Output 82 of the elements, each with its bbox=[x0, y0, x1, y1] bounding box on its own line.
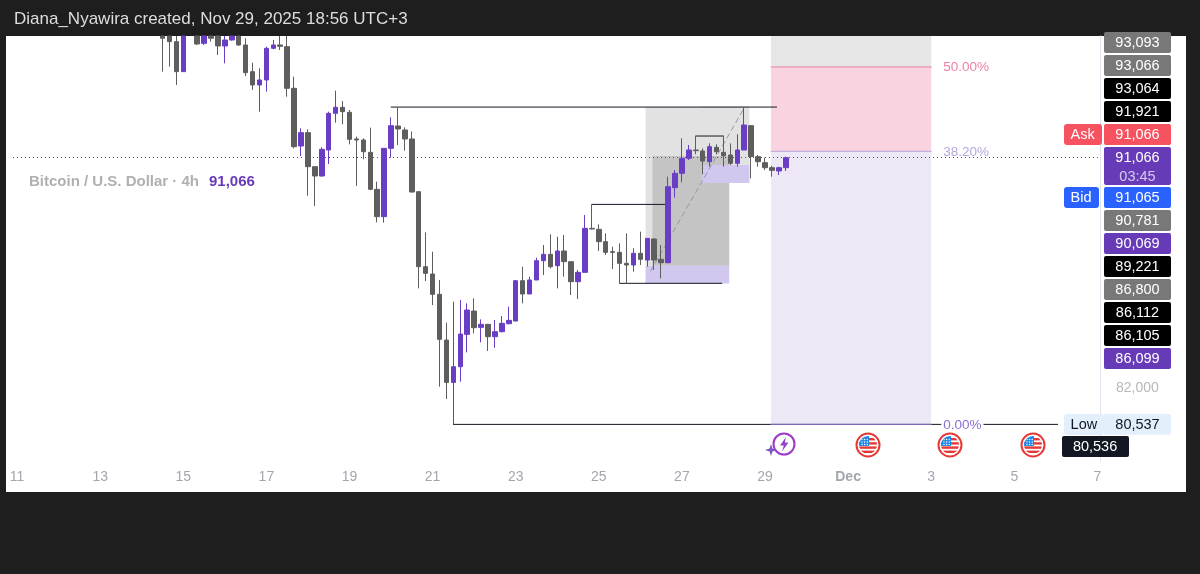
candlestick bbox=[333, 90, 338, 124]
data-label: 80,536 bbox=[1061, 435, 1129, 457]
candlestick bbox=[520, 266, 525, 304]
ref-line-label: 91,066 03:45 bbox=[1104, 147, 1171, 186]
candlestick bbox=[250, 62, 255, 91]
candlestick bbox=[555, 236, 560, 289]
candlestick bbox=[243, 37, 248, 77]
x-tick-label: 5 bbox=[1010, 468, 1019, 484]
candlestick bbox=[181, 35, 186, 73]
text: 86,105 bbox=[1104, 325, 1171, 347]
candlestick bbox=[541, 244, 546, 276]
candlestick bbox=[174, 35, 179, 86]
x-tick-label: 11 bbox=[9, 468, 25, 484]
candlestick bbox=[340, 100, 345, 125]
text: 90,069 bbox=[1104, 233, 1171, 255]
candlestick bbox=[527, 276, 532, 295]
candlestick bbox=[534, 257, 539, 281]
candlestick bbox=[271, 39, 276, 50]
candlestick bbox=[610, 246, 615, 270]
x-tick-label: 13 bbox=[92, 468, 109, 484]
candlestick bbox=[728, 142, 733, 166]
text: Diana_Nyawira created, Nov 29, 2025 18:56 UTC+3 bbox=[14, 9, 408, 29]
candlestick bbox=[347, 109, 352, 145]
candlestick bbox=[645, 237, 650, 268]
candlestick bbox=[167, 35, 172, 68]
candlestick bbox=[236, 35, 241, 47]
x-tick-label: 15 bbox=[175, 468, 192, 484]
candlestick bbox=[423, 231, 428, 282]
annotation: Low bbox=[1063, 413, 1105, 435]
candlestick bbox=[617, 242, 622, 284]
x-tick-label: 27 bbox=[674, 468, 690, 484]
annotation: Ask bbox=[1063, 124, 1102, 145]
text: 86,112 bbox=[1104, 302, 1171, 324]
text: 91,066 bbox=[1104, 124, 1171, 145]
y-tick-label: 82,000 bbox=[1116, 379, 1160, 396]
x-tick-label: 25 bbox=[591, 468, 607, 484]
candlestick bbox=[471, 297, 477, 334]
text: 93,064 bbox=[1104, 78, 1171, 99]
text: 89,221 bbox=[1104, 256, 1171, 278]
series-label: 50.00% bbox=[943, 59, 989, 75]
annotation: Bid bbox=[1063, 187, 1099, 209]
text: 93,066 bbox=[1104, 55, 1171, 76]
candlestick bbox=[478, 318, 484, 343]
text: 90,781 bbox=[1104, 210, 1171, 232]
x-tick-label: 23 bbox=[507, 468, 524, 484]
candlestick bbox=[437, 279, 442, 388]
y-tick-label: 80,537 bbox=[1115, 416, 1160, 433]
text: 91,066 bbox=[209, 171, 255, 189]
candlestick bbox=[707, 142, 712, 168]
candlestick bbox=[201, 35, 207, 46]
text: 86,099 bbox=[1104, 348, 1171, 370]
candlestick bbox=[257, 67, 262, 113]
candlestick bbox=[430, 251, 435, 306]
candlestick bbox=[444, 322, 449, 400]
candlestick bbox=[631, 247, 636, 273]
candlestick bbox=[361, 137, 366, 160]
x-tick-label: 17 bbox=[258, 468, 275, 484]
candlestick bbox=[548, 233, 553, 269]
x-tick-label: Dec bbox=[835, 468, 862, 484]
candlestick bbox=[354, 136, 359, 187]
series-label: 38.20% bbox=[943, 143, 989, 159]
candlestick bbox=[264, 46, 269, 93]
candlestick bbox=[194, 35, 200, 46]
text: Bitcoin / U.S. Dollar · 4h bbox=[29, 171, 200, 189]
text: 91,921 bbox=[1104, 101, 1171, 122]
x-tick-label: 21 bbox=[424, 468, 441, 484]
x-tick-label: 7 bbox=[1093, 468, 1102, 484]
text: 86,800 bbox=[1104, 279, 1171, 301]
x-tick-label: 3 bbox=[927, 468, 936, 484]
candlestick bbox=[451, 301, 456, 425]
series-label: 0.00% bbox=[943, 416, 982, 432]
candlestick bbox=[714, 143, 719, 155]
candlestick bbox=[638, 231, 643, 266]
candlestick bbox=[721, 135, 726, 168]
text: 93,093 bbox=[1104, 32, 1171, 53]
candlestick bbox=[298, 127, 304, 157]
x-tick-label: 29 bbox=[757, 468, 773, 484]
x-tick-label: 19 bbox=[341, 468, 358, 484]
candlestick bbox=[485, 323, 491, 352]
candlestick bbox=[624, 232, 629, 284]
text: 91,065 bbox=[1104, 187, 1171, 209]
candlestick bbox=[160, 35, 165, 73]
